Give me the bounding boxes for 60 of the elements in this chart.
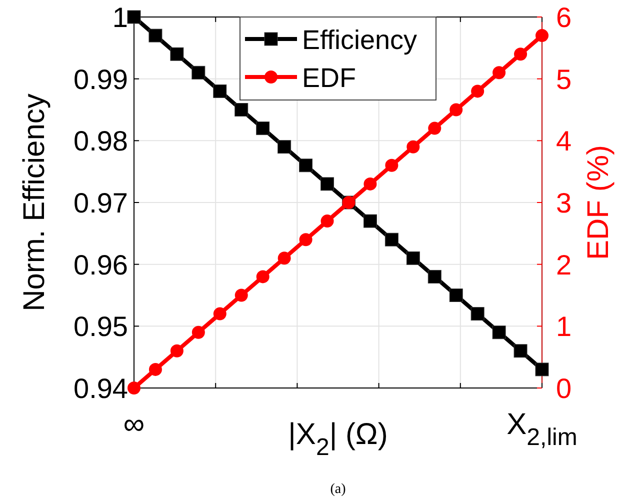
y-tick-label: 0.96 — [74, 249, 128, 280]
x-tick-label: X$_{2,lim}$ — [506, 408, 578, 451]
point — [385, 158, 398, 172]
point — [384, 232, 398, 246]
y-axis-title: Norm. Efficiency — [18, 94, 51, 312]
y2-tick-label: 2 — [556, 249, 572, 280]
point — [170, 47, 184, 61]
point — [364, 177, 377, 190]
point — [148, 28, 162, 42]
point — [278, 252, 291, 265]
point — [148, 362, 162, 376]
point — [213, 84, 227, 98]
point — [428, 270, 442, 284]
legend-label: EDF — [302, 63, 356, 93]
point — [278, 140, 292, 154]
x-tick-label: ∞ — [123, 408, 145, 441]
y2-tick-label: 1 — [556, 311, 572, 342]
y-tick-label: 0.98 — [74, 126, 128, 157]
point — [127, 10, 141, 24]
point — [536, 29, 548, 42]
y-tick-label: 0.94 — [74, 373, 128, 404]
point — [128, 382, 140, 394]
point — [514, 48, 528, 61]
point — [535, 362, 549, 376]
y-tick-label: 1 — [112, 2, 128, 33]
y-tick-label: 0.99 — [74, 64, 128, 95]
y2-tick-label: 0 — [556, 373, 572, 404]
y2-axis-title: EDF (%) — [582, 145, 615, 260]
legend-label: Efficiency — [302, 25, 418, 55]
y2-tick-label: 3 — [556, 188, 572, 218]
point — [320, 214, 334, 228]
point — [320, 177, 334, 191]
point — [170, 344, 184, 358]
point — [363, 214, 377, 228]
y2-tick-label: 6 — [556, 2, 572, 33]
point — [449, 288, 463, 302]
point — [213, 307, 226, 320]
point — [492, 66, 506, 80]
y2-tick-label: 5 — [556, 64, 572, 95]
point — [406, 140, 420, 154]
point — [299, 233, 312, 246]
point — [192, 326, 205, 339]
point — [234, 288, 248, 302]
text: (a) — [330, 482, 346, 497]
y2-tick-label: 4 — [556, 126, 572, 157]
point — [470, 307, 484, 321]
point — [192, 66, 206, 80]
y-tick-label: 0.97 — [74, 188, 128, 218]
point — [256, 270, 270, 284]
point — [234, 103, 248, 116]
point — [256, 122, 270, 136]
point — [514, 344, 528, 358]
point — [471, 84, 484, 98]
x-axis-title: |X$_{2}$| (Ω) — [288, 418, 388, 461]
point — [428, 122, 442, 135]
point — [299, 158, 313, 172]
y-tick-label: 0.95 — [74, 311, 128, 342]
point — [406, 251, 420, 265]
point — [450, 103, 463, 116]
point — [492, 326, 506, 340]
